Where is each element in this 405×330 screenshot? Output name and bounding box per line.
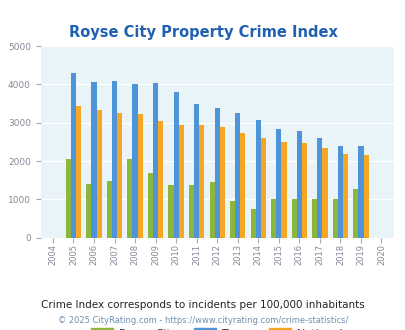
Bar [291,199,296,238]
Legend: Royse City, Texas, National: Royse City, Texas, National [86,323,347,330]
Bar [194,104,199,238]
Bar [255,120,260,238]
Bar [127,159,132,238]
Text: Royse City Property Crime Index: Royse City Property Crime Index [68,25,337,41]
Bar [71,73,76,238]
Bar [275,128,281,238]
Bar [178,125,183,238]
Bar [271,199,275,238]
Bar [168,185,173,238]
Bar [107,181,112,238]
Bar [86,184,91,238]
Bar [296,131,301,238]
Bar [153,83,158,238]
Bar [337,146,342,238]
Bar [91,82,96,238]
Bar [352,189,358,238]
Bar [317,138,322,238]
Bar [250,209,255,238]
Bar [147,173,153,238]
Bar [112,81,117,238]
Bar [311,199,317,238]
Bar [199,125,204,238]
Bar [132,84,137,238]
Bar [358,146,362,238]
Bar [240,133,245,238]
Bar [76,106,81,238]
Bar [137,114,143,238]
Bar [117,113,122,238]
Bar [214,108,219,238]
Bar [230,201,234,238]
Text: Crime Index corresponds to incidents per 100,000 inhabitants: Crime Index corresponds to incidents per… [41,300,364,310]
Text: © 2025 CityRating.com - https://www.cityrating.com/crime-statistics/: © 2025 CityRating.com - https://www.city… [58,316,347,325]
Bar [342,154,347,238]
Bar [234,113,240,238]
Bar [219,127,224,238]
Bar [158,121,163,238]
Bar [301,144,306,238]
Bar [362,155,368,238]
Bar [173,92,178,238]
Bar [188,185,194,238]
Bar [260,138,265,238]
Bar [209,182,214,238]
Bar [322,148,327,238]
Bar [66,159,71,238]
Bar [281,142,286,238]
Bar [96,110,101,238]
Bar [332,199,337,238]
